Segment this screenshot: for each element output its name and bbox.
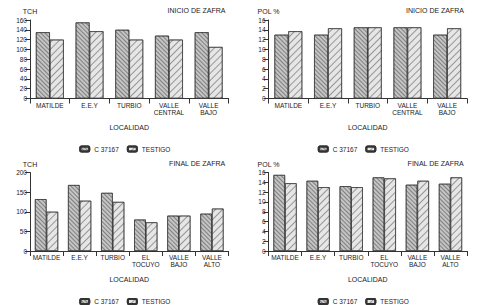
svg-text:80: 80 — [20, 56, 28, 63]
svg-text:POL %: POL % — [258, 8, 280, 15]
svg-text:50: 50 — [20, 228, 28, 235]
svg-text:40: 40 — [20, 75, 28, 82]
svg-text:120: 120 — [16, 36, 27, 43]
svg-text:LOCALIDAD: LOCALIDAD — [109, 276, 149, 283]
svg-text:20: 20 — [20, 85, 28, 92]
svg-text:LOCALIDAD: LOCALIDAD — [109, 124, 149, 131]
svg-text:VALLE: VALLE — [199, 102, 219, 109]
svg-text:TESTIGO: TESTIGO — [380, 146, 409, 153]
svg-text:TOCUYO: TOCUYO — [132, 261, 160, 268]
svg-text:CENTRAL: CENTRAL — [392, 109, 423, 116]
svg-text:E.E.Y: E.E.Y — [310, 254, 327, 261]
svg-text:10: 10 — [258, 198, 266, 205]
svg-text:8: 8 — [262, 208, 266, 215]
svg-text:POL %: POL % — [258, 161, 280, 168]
svg-text:14: 14 — [258, 179, 266, 186]
svg-text:TURBIO: TURBIO — [339, 254, 364, 261]
svg-text:TESTIGO: TESTIGO — [142, 298, 171, 305]
svg-text:16: 16 — [258, 17, 266, 24]
svg-text:TURBIO: TURBIO — [100, 254, 125, 261]
svg-text:BAJO: BAJO — [439, 109, 456, 116]
svg-text:C 37167: C 37167 — [94, 298, 119, 305]
svg-text:6: 6 — [262, 218, 266, 225]
svg-text:ALTO: ALTO — [204, 261, 220, 268]
svg-text:BAJO: BAJO — [200, 109, 217, 116]
svg-text:100: 100 — [16, 208, 27, 215]
svg-text:ALTO: ALTO — [442, 261, 458, 268]
svg-text:TESTIGO: TESTIGO — [380, 298, 409, 305]
svg-text:12: 12 — [258, 189, 266, 196]
svg-text:INICIO DE ZAFRA: INICIO DE ZAFRA — [406, 7, 464, 14]
svg-text:MATILDE: MATILDE — [33, 254, 61, 261]
svg-text:TESTIGO: TESTIGO — [142, 146, 171, 153]
svg-text:C 37167: C 37167 — [333, 298, 358, 305]
svg-text:E.E.Y: E.E.Y — [320, 102, 337, 109]
svg-text:0: 0 — [23, 248, 27, 255]
svg-text:VALLE: VALLE — [159, 102, 179, 109]
svg-text:4: 4 — [262, 75, 266, 82]
svg-text:0: 0 — [262, 95, 266, 102]
svg-text:BAJO: BAJO — [170, 261, 187, 268]
svg-text:150: 150 — [16, 189, 27, 196]
svg-text:MATILDE: MATILDE — [271, 254, 299, 261]
svg-text:MATILDE: MATILDE — [274, 102, 302, 109]
svg-text:200: 200 — [16, 169, 27, 176]
svg-text:16: 16 — [258, 169, 266, 176]
svg-text:10: 10 — [258, 46, 266, 53]
svg-text:EL: EL — [142, 254, 150, 261]
svg-text:TURBIO: TURBIO — [355, 102, 380, 109]
svg-text:VALLE: VALLE — [202, 254, 222, 261]
svg-text:MATILDE: MATILDE — [36, 102, 64, 109]
svg-text:FINAL DE ZAFRA: FINAL DE ZAFRA — [169, 160, 225, 167]
svg-text:VALLE: VALLE — [441, 254, 461, 261]
svg-text:100: 100 — [16, 46, 27, 53]
svg-text:0: 0 — [23, 95, 27, 102]
svg-text:60: 60 — [20, 66, 28, 73]
svg-text:C 37167: C 37167 — [333, 146, 358, 153]
svg-text:VALLE: VALLE — [169, 254, 189, 261]
svg-text:4: 4 — [262, 228, 266, 235]
svg-text:CENTRAL: CENTRAL — [154, 109, 185, 116]
svg-text:140: 140 — [16, 26, 27, 33]
svg-text:E.E.Y: E.E.Y — [81, 102, 98, 109]
svg-text:TOCUYO: TOCUYO — [370, 261, 398, 268]
svg-text:0: 0 — [262, 248, 266, 255]
svg-text:6: 6 — [262, 66, 266, 73]
svg-text:VALLE: VALLE — [437, 102, 457, 109]
svg-text:VALLE: VALLE — [407, 254, 427, 261]
svg-text:8: 8 — [262, 56, 266, 63]
svg-text:12: 12 — [258, 36, 266, 43]
svg-text:E.E.Y: E.E.Y — [71, 254, 88, 261]
svg-text:TURBIO: TURBIO — [117, 102, 142, 109]
svg-text:FINAL DE ZAFRA: FINAL DE ZAFRA — [408, 160, 464, 167]
svg-text:14: 14 — [258, 26, 266, 33]
svg-text:2: 2 — [262, 85, 266, 92]
svg-text:C 37167: C 37167 — [94, 146, 119, 153]
svg-text:INICIO DE ZAFRA: INICIO DE ZAFRA — [168, 7, 226, 14]
svg-text:EL: EL — [380, 254, 388, 261]
svg-text:VALLE: VALLE — [398, 102, 418, 109]
svg-text:TCH: TCH — [23, 8, 37, 15]
svg-text:2: 2 — [262, 238, 266, 245]
svg-text:LOCALIDAD: LOCALIDAD — [348, 124, 388, 131]
svg-text:160: 160 — [16, 17, 27, 24]
svg-text:TCH: TCH — [23, 161, 37, 168]
svg-text:BAJO: BAJO — [409, 261, 426, 268]
svg-text:LOCALIDAD: LOCALIDAD — [348, 276, 388, 283]
